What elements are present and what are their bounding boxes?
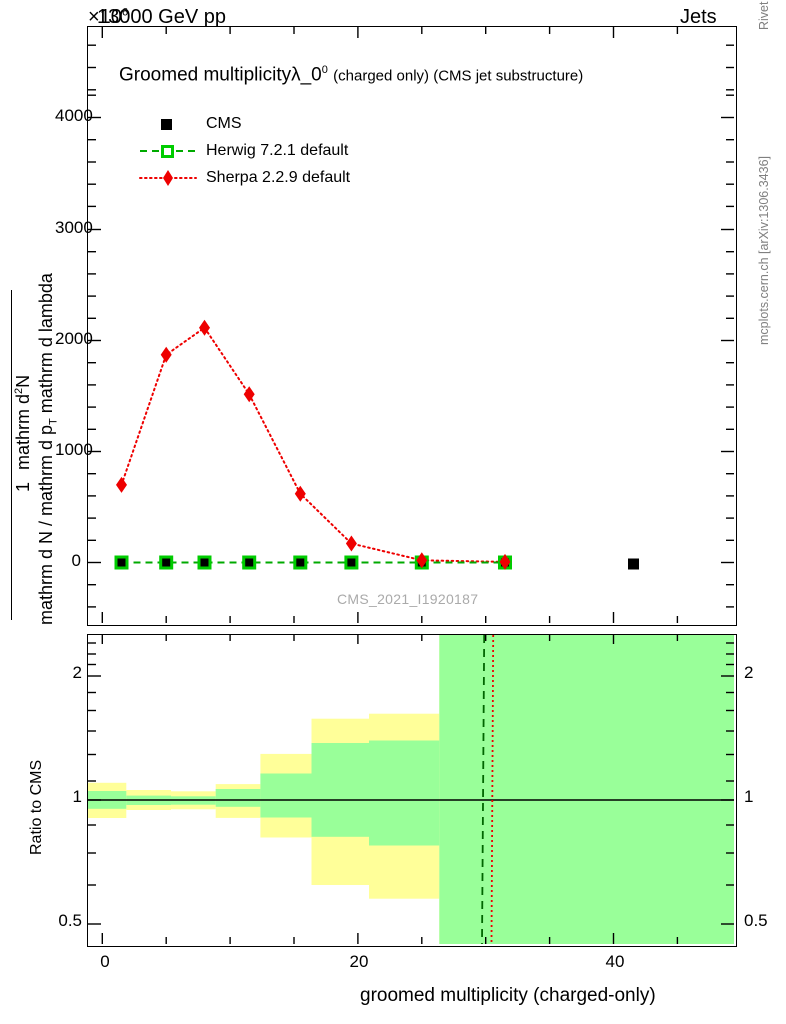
legend-label-herwig: Herwig 7.2.1 default (206, 141, 349, 159)
x-axis-ticks-top (101, 27, 679, 38)
y-axis-label-ratio: Ratio to CMS (28, 759, 45, 855)
y-axis-label-one: 1 (13, 481, 33, 492)
side-text-mcplots: mcplots.cern.ch [arXiv:1306.3436] (757, 156, 771, 345)
ratio-y-ticks-right (721, 642, 734, 925)
y-axis-fraction-bar (11, 290, 12, 620)
x-axis-label: groomed multiplicity (charged-only) (360, 985, 656, 1006)
ratio-y-tick-label-1-left: 1 (72, 787, 82, 806)
ratio-plot-panel (87, 634, 737, 947)
series-line-sherpa (120, 326, 506, 563)
ratio-y-tick-label-0.5-right: 0.5 (744, 911, 768, 930)
y-tick-label-2000: 2000 (55, 329, 93, 348)
main-plot-panel (87, 26, 737, 626)
plot-title: Groomed multiplicityλ_00 (charged only) … (119, 64, 584, 86)
category-label: Jets (680, 6, 717, 28)
y-tick-label-1000: 1000 (55, 440, 93, 459)
legend-marker-herwig-icon (140, 144, 196, 158)
legend-label-cms: CMS (206, 114, 242, 132)
beam-energy-label: 13000 GeV pp (97, 6, 226, 28)
x-tick-label-0: 0 (100, 952, 110, 971)
y-axis-ticks-left (88, 44, 101, 608)
ratio-y-tick-label-2-left: 2 (72, 663, 82, 682)
ratio-y-tick-label-1-right: 1 (744, 787, 754, 806)
x-tick-label-20: 20 (349, 952, 369, 971)
y-tick-label-0: 0 (71, 551, 81, 570)
ratio-line-sherpa (490, 635, 495, 945)
side-text-rivet: Rivet 3.1.10, ≥ 2.6M events (757, 0, 786, 44)
legend-marker-sherpa-icon (139, 169, 197, 186)
series-markers-sherpa (116, 319, 511, 570)
y-tick-label-4000: 4000 (55, 106, 93, 125)
x-tick-label-40: 40 (605, 952, 625, 971)
main-plot-svg (88, 27, 734, 623)
ratio-line-herwig (481, 635, 486, 945)
ratio-y-tick-label-2-right: 2 (744, 663, 754, 682)
ratio-plot-svg (88, 635, 734, 945)
legend: CMS Herwig 7.2.1 default Sherpa 2.2.9 de… (139, 110, 351, 191)
legend-entry-sherpa[interactable]: Sherpa 2.2.9 default (139, 164, 351, 191)
legend-marker-cms-icon (161, 118, 172, 130)
ratio-x-ticks-bottom (101, 933, 679, 944)
analysis-watermark: CMS_2021_I1920187 (337, 591, 479, 607)
ratio-y-tick-label-0.5-left: 0.5 (58, 911, 82, 930)
y-axis-ticks-right (721, 44, 734, 608)
scale-exponent-label: ×106 (88, 6, 129, 28)
legend-label-sherpa: Sherpa 2.2.9 default (206, 168, 351, 186)
ratio-y-ticks-left (88, 642, 101, 925)
series-markers-cms (117, 558, 639, 570)
y-tick-label-3000: 3000 (55, 218, 93, 237)
ratio-x-ticks-top (101, 635, 679, 644)
legend-entry-cms[interactable]: CMS (140, 110, 350, 137)
x-axis-ticks-bottom (101, 612, 679, 623)
legend-entry-herwig[interactable]: Herwig 7.2.1 default (140, 137, 350, 164)
